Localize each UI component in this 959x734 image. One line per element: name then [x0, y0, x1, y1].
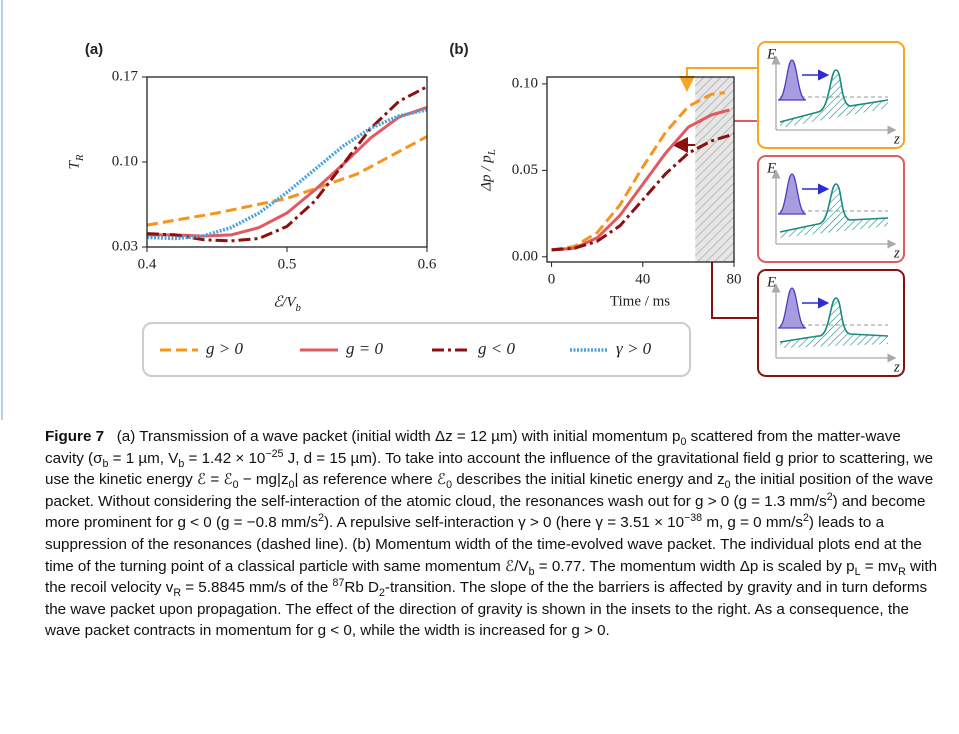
inset-x-label: z [893, 245, 900, 261]
y-tick-label: 0.00 [512, 248, 538, 264]
caption-label: Figure 7 [45, 428, 105, 445]
data-line [146, 108, 428, 241]
legend-label: γ > 0 [616, 339, 652, 358]
inset: Ez [757, 269, 905, 377]
data-line [551, 132, 735, 252]
x-tick-label: 0.4 [138, 256, 157, 272]
inset-packet [777, 287, 807, 329]
y-tick-label: 0.17 [112, 68, 139, 84]
y-axis-label: TR [66, 154, 86, 169]
data-line [146, 135, 428, 227]
inset: Ez [757, 41, 905, 149]
legend-label: g > 0 [206, 339, 243, 358]
shaded-region [695, 77, 734, 262]
inset-barrier [779, 183, 889, 233]
y-tick-label: 0.05 [512, 162, 538, 178]
inset-packet [777, 173, 807, 215]
y-axis-label: Δp / pL [478, 149, 498, 192]
caption-text: (a) Transmission of a wave packet (initi… [45, 428, 938, 640]
legend-label: g < 0 [478, 339, 515, 358]
x-tick-label: 0.5 [278, 256, 297, 272]
inset-barrier [779, 69, 889, 123]
figure: 0.4 0.5 0.6 0.03 0.10 0.17 (a) ℰ/Vb TR 0 40 80 0.00 0… [1, 0, 905, 420]
data-line [551, 91, 726, 252]
y-tick-label: 0.10 [512, 75, 538, 91]
y-tick-label: 0.10 [112, 153, 138, 169]
inset-barrier-hatch [780, 298, 888, 348]
inset-packet [777, 59, 807, 101]
panel-label: (b) [449, 41, 468, 58]
x-tick-label: 40 [635, 271, 650, 287]
inset-x-label: z [893, 131, 900, 147]
inset-y-label: E [766, 160, 776, 176]
x-tick-label: 80 [727, 271, 742, 287]
panel-label: (a) [85, 41, 103, 58]
x-tick-label: 0 [548, 271, 556, 287]
x-tick-label: 0.6 [418, 256, 437, 272]
inset-y-label: E [766, 46, 776, 62]
inset-barrier-hatch [780, 184, 888, 238]
inset-barrier [779, 297, 889, 343]
legend-box [142, 322, 691, 377]
legend-label: g = 0 [346, 339, 383, 358]
inset-barrier-hatch [780, 70, 888, 128]
x-axis-label: ℰ/Vb [273, 294, 301, 314]
connector-arrow [679, 67, 758, 92]
figure-caption: Figure 7 (a) Transmission of a wave pack… [45, 426, 940, 642]
plot-frame [146, 76, 428, 248]
inset-y-label: E [766, 274, 776, 290]
x-axis-label: Time / ms [610, 293, 670, 309]
inset: Ez [757, 155, 905, 263]
inset-x-label: z [893, 359, 900, 375]
y-tick-label: 0.03 [112, 238, 138, 254]
plot-frame [546, 76, 735, 263]
